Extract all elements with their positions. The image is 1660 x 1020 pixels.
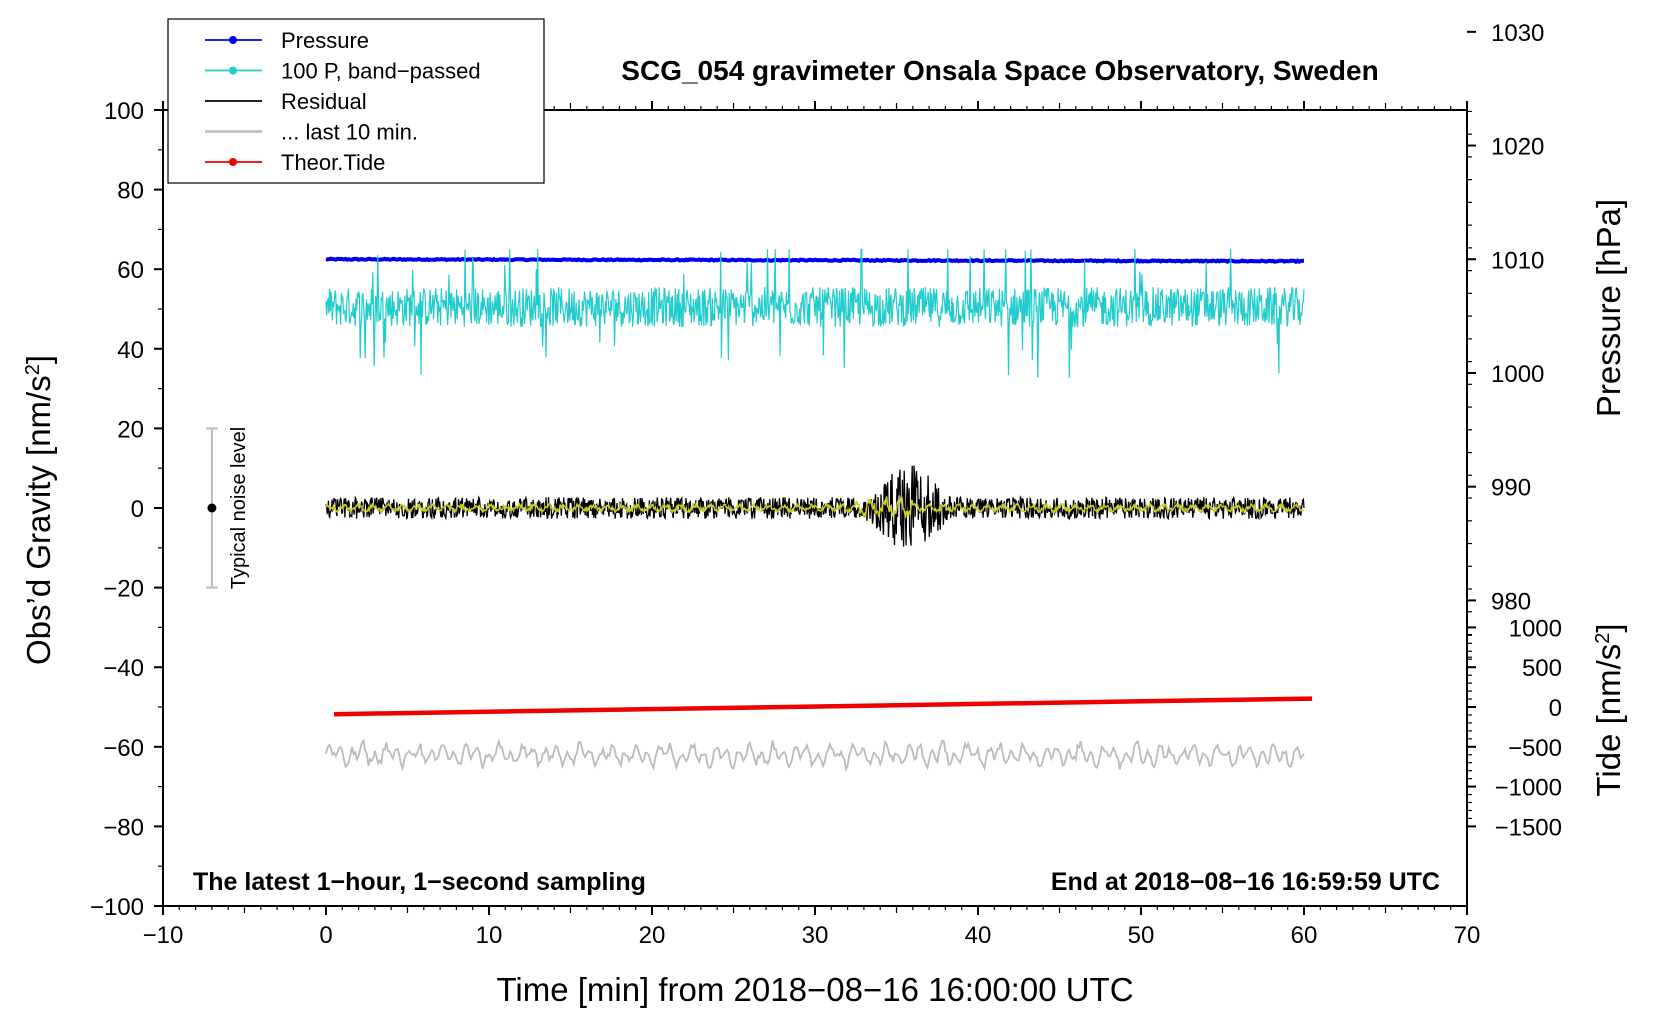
sampling-note: The latest 1−hour, 1−second sampling <box>193 868 646 896</box>
chart-title: SCG_054 gravimeter Onsala Space Observat… <box>621 55 1378 86</box>
series-layer <box>325 248 1313 773</box>
legend: Pressure 100 P, band−passed Residual ... la… <box>167 18 545 184</box>
axis-ticks: −10 0 10 20 30 40 50 60 70100806040200−20−40−60−… <box>90 20 1562 949</box>
x-tick-label: 10 <box>476 922 503 949</box>
pressure-tick-label: 980 <box>1491 588 1531 615</box>
y-left-tick-label: 20 <box>117 416 144 443</box>
y-left-tick-label: 40 <box>117 337 144 364</box>
y-left-tick-label: 100 <box>104 98 144 125</box>
y-left-tick-label: 0 <box>131 496 144 523</box>
pressure-line <box>325 256 1305 265</box>
pressure-tick-label: 1000 <box>1491 361 1544 388</box>
y-left-axis-title: Obs’d Gravity [nm/s2] <box>20 355 57 665</box>
tide-tick-label: −500 <box>1508 735 1562 762</box>
x-tick-label: 70 <box>1454 922 1481 949</box>
y-left-tick-label: 80 <box>117 178 144 205</box>
pressure-axis-title: Pressure [hPa] <box>1590 199 1627 417</box>
theoretical-tide-line <box>334 696 1313 717</box>
pressure-tick-label: 990 <box>1491 475 1531 502</box>
x-tick-label: 60 <box>1291 922 1318 949</box>
pressure-tick-label: 1010 <box>1491 247 1544 274</box>
x-tick-label: 30 <box>802 922 829 949</box>
noise-label: Typical noise level <box>228 427 250 589</box>
tide-tick-label: 1000 <box>1509 615 1562 642</box>
noise-level-indicator: Typical noise level <box>205 427 250 589</box>
x-axis-title: Time [min] from 2018−08−16 16:00:00 UTC <box>496 971 1133 1008</box>
y-left-tick-label: 60 <box>117 257 144 284</box>
noise-center-point <box>207 503 217 513</box>
residual-smoothed-line <box>325 493 1305 519</box>
tide-tick-label: 0 <box>1549 695 1562 722</box>
tide-tick-label: 500 <box>1522 655 1562 682</box>
x-tick-label: 0 <box>319 922 332 949</box>
legend-label: 100 P, band−passed <box>281 59 481 84</box>
y-left-tick-label: −60 <box>103 735 144 762</box>
legend-label: Pressure <box>281 28 369 53</box>
band-passed-pressure-line <box>325 248 1305 378</box>
last-10-min-line <box>325 738 1305 773</box>
x-tick-label: 50 <box>1128 922 1155 949</box>
x-tick-label: 20 <box>639 922 666 949</box>
tide-axis-title: Tide [nm/s2] <box>1590 623 1627 796</box>
y-left-tick-label: −80 <box>103 814 144 841</box>
legend-marker <box>229 158 237 166</box>
y-left-tick-label: −100 <box>90 894 144 921</box>
x-tick-label: 40 <box>965 922 992 949</box>
tide-tick-label: −1500 <box>1495 814 1562 841</box>
x-tick-label: −10 <box>143 922 184 949</box>
legend-label: Residual <box>281 89 367 114</box>
legend-marker <box>229 66 237 75</box>
pressure-tick-label: 1020 <box>1491 134 1544 161</box>
legend-label: ... last 10 min. <box>281 120 418 145</box>
legend-marker <box>229 36 237 44</box>
y-left-tick-label: −20 <box>103 576 144 603</box>
end-time-note: End at 2018−08−16 16:59:59 UTC <box>1051 868 1440 896</box>
pressure-tick-label: 1030 <box>1491 20 1544 47</box>
y-left-tick-label: −40 <box>103 655 144 682</box>
tide-tick-label: −1000 <box>1495 775 1562 802</box>
legend-label: Theor.Tide <box>281 150 385 175</box>
